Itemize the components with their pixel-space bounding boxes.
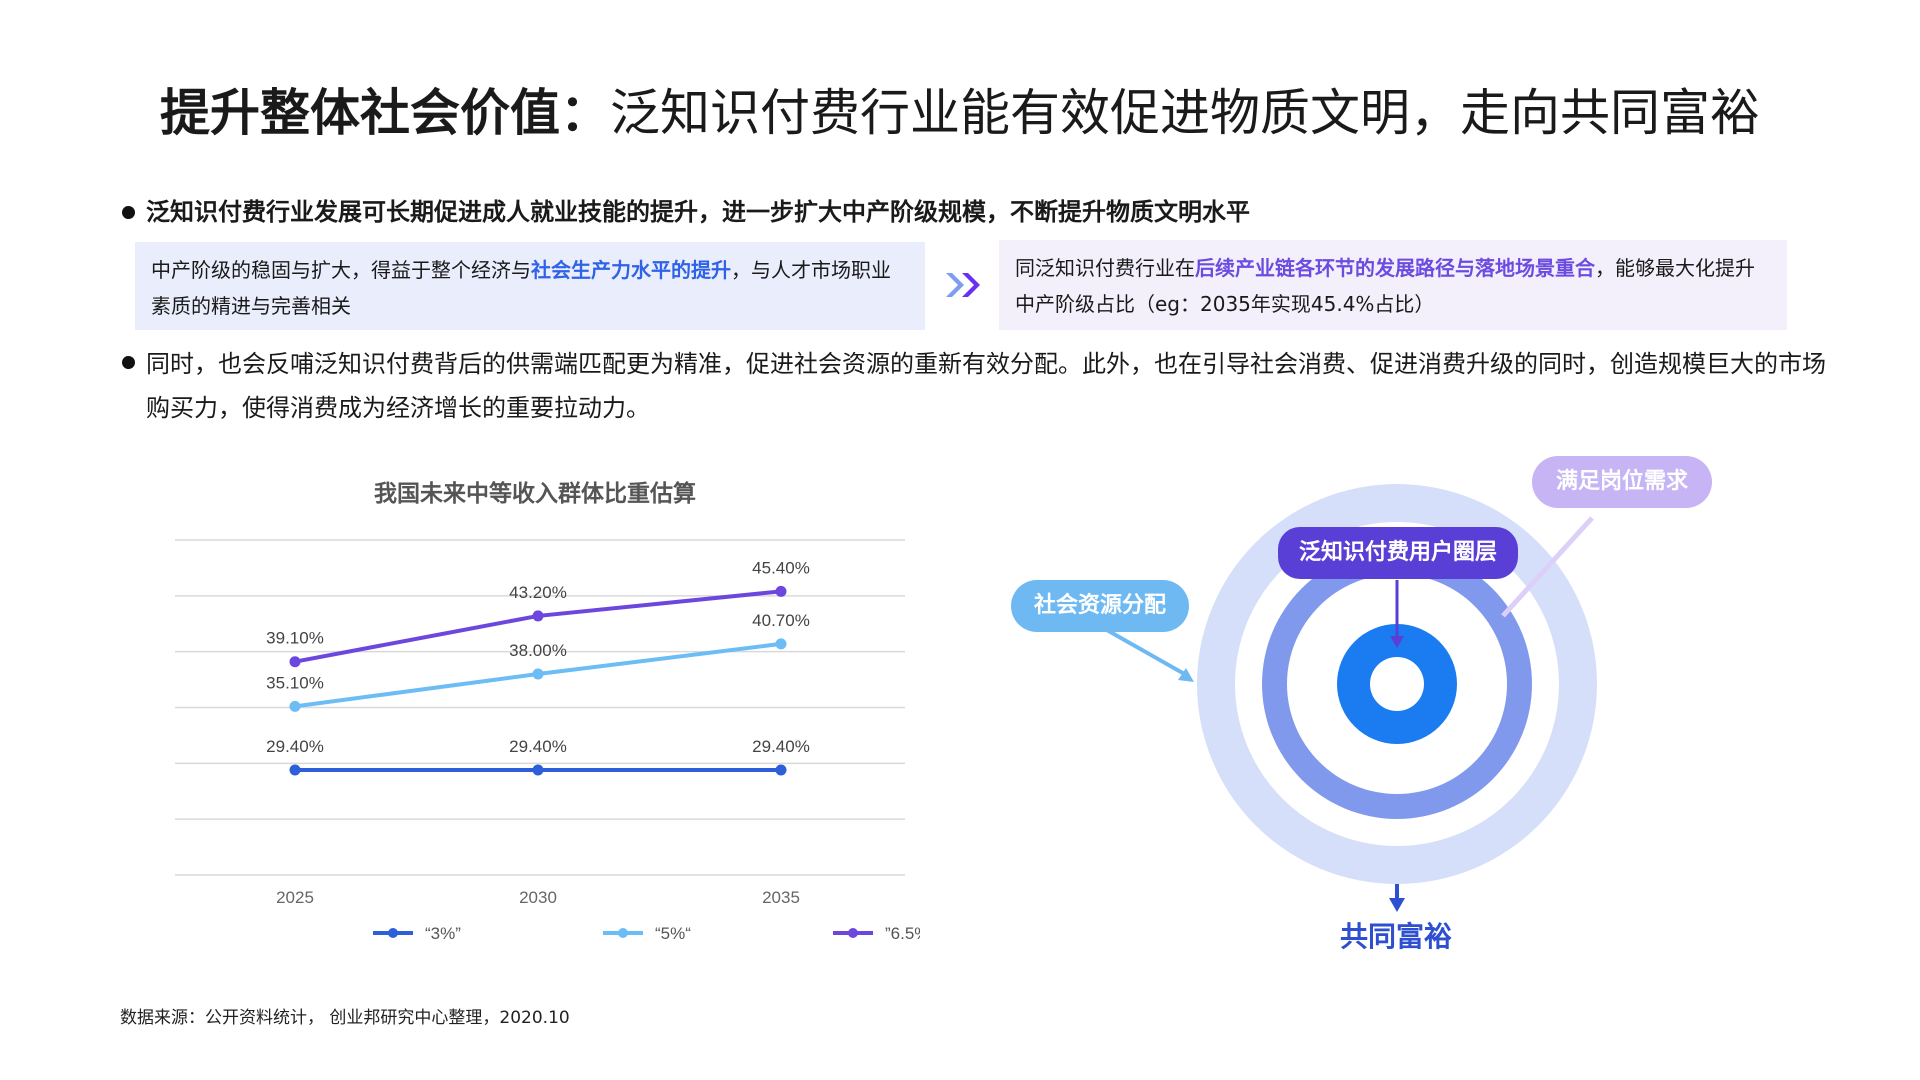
data-label: 38.00% — [509, 641, 567, 660]
bullet-dot — [122, 206, 135, 219]
data-point — [775, 764, 787, 776]
box-right-highlight: 后续产业链各环节的发展路径与落地场景重合 — [1195, 256, 1595, 280]
resource-allocation-pill: 社会资源分配 — [1011, 580, 1189, 632]
legend-label: “3%” — [425, 924, 461, 943]
connector-line-right — [1499, 516, 1594, 620]
user-circle-pill: 泛知识付费用户圈层 — [1278, 527, 1518, 579]
job-demand-pill: 满足岗位需求 — [1532, 456, 1712, 508]
box-right-text: 同泛知识付费行业在 — [1015, 256, 1195, 280]
legend-marker — [848, 928, 858, 938]
data-label: 29.40% — [752, 737, 810, 756]
data-label: 29.40% — [266, 737, 324, 756]
arrow-head-center — [1390, 636, 1404, 648]
info-box-right: 同泛知识付费行业在后续产业链各环节的发展路径与落地场景重合，能够最大化提升中产阶… — [999, 240, 1787, 330]
box-left-highlight: 社会生产力水平的提升 — [531, 258, 731, 282]
data-label: 29.40% — [509, 737, 567, 756]
x-tick-label: 2025 — [276, 888, 314, 907]
arrow-head-bottom — [1389, 898, 1405, 912]
data-label: 39.10% — [266, 629, 324, 648]
data-point — [289, 700, 301, 712]
info-box-left: 中产阶级的稳固与扩大，得益于整个经济与社会生产力水平的提升，与人才市场职业素质的… — [135, 242, 925, 330]
data-source-note: 数据来源：公开资料统计， 创业邦研究中心整理，2020.10 — [120, 1008, 570, 1028]
data-label: 43.20% — [509, 583, 567, 602]
arrow-head-left — [1178, 668, 1194, 682]
legend-label: ”6.5%“ — [885, 924, 920, 943]
data-point — [532, 764, 544, 776]
inner-ring-hole — [1370, 657, 1424, 711]
data-point — [775, 585, 787, 597]
bullet-dot — [122, 356, 135, 369]
legend-marker — [388, 928, 398, 938]
data-point — [775, 638, 787, 650]
x-tick-label: 2035 — [762, 888, 800, 907]
box-left-text: 中产阶级的稳固与扩大，得益于整个经济与 — [151, 258, 531, 282]
legend-label: “5%“ — [655, 924, 691, 943]
chart-title: 我国未来中等收入群体比重估算 — [374, 481, 696, 507]
page-title-bold: 提升整体社会价值： — [160, 84, 610, 142]
page-title-rest: 泛知识付费行业能有效促进物质文明，走向共同富裕 — [610, 84, 1760, 142]
legend-marker — [618, 928, 628, 938]
data-point — [532, 668, 544, 680]
arrow-head-right — [1492, 610, 1508, 628]
connector-line-left — [1097, 623, 1189, 678]
x-tick-label: 2030 — [519, 888, 557, 907]
page-title: 提升整体社会价值：泛知识付费行业能有效促进物质文明，走向共同富裕 — [0, 78, 1920, 148]
bullet-2-text: 同时，也会反哺泛知识付费背后的供需端匹配更为精准，促进社会资源的重新有效分配。此… — [146, 350, 1826, 422]
data-point — [289, 764, 301, 776]
bullet-1-text: 泛知识付费行业发展可长期促进成人就业技能的提升，进一步扩大中产阶级规模，不断提升… — [146, 198, 1250, 226]
data-label: 35.10% — [266, 673, 324, 692]
data-point — [289, 656, 301, 668]
box-right-text-end: ，能够最大化提升中产阶级占比（eg：2035年实现45.4%占比） — [1015, 256, 1755, 316]
common-prosperity-label: 共同富裕 — [1339, 920, 1452, 953]
double-chevron-icon — [946, 273, 980, 297]
concentric-diagram — [1097, 484, 1597, 912]
data-label: 45.40% — [752, 558, 810, 577]
data-label: 40.70% — [752, 611, 810, 630]
data-point — [532, 610, 544, 622]
box-left-text-end: ，与人才市场职业素质的精进与完善相关 — [151, 258, 891, 318]
line-chart: 2025 2030 2035 29.40% 29.40% 29.40% “3%” 35.10%… — [175, 539, 920, 943]
